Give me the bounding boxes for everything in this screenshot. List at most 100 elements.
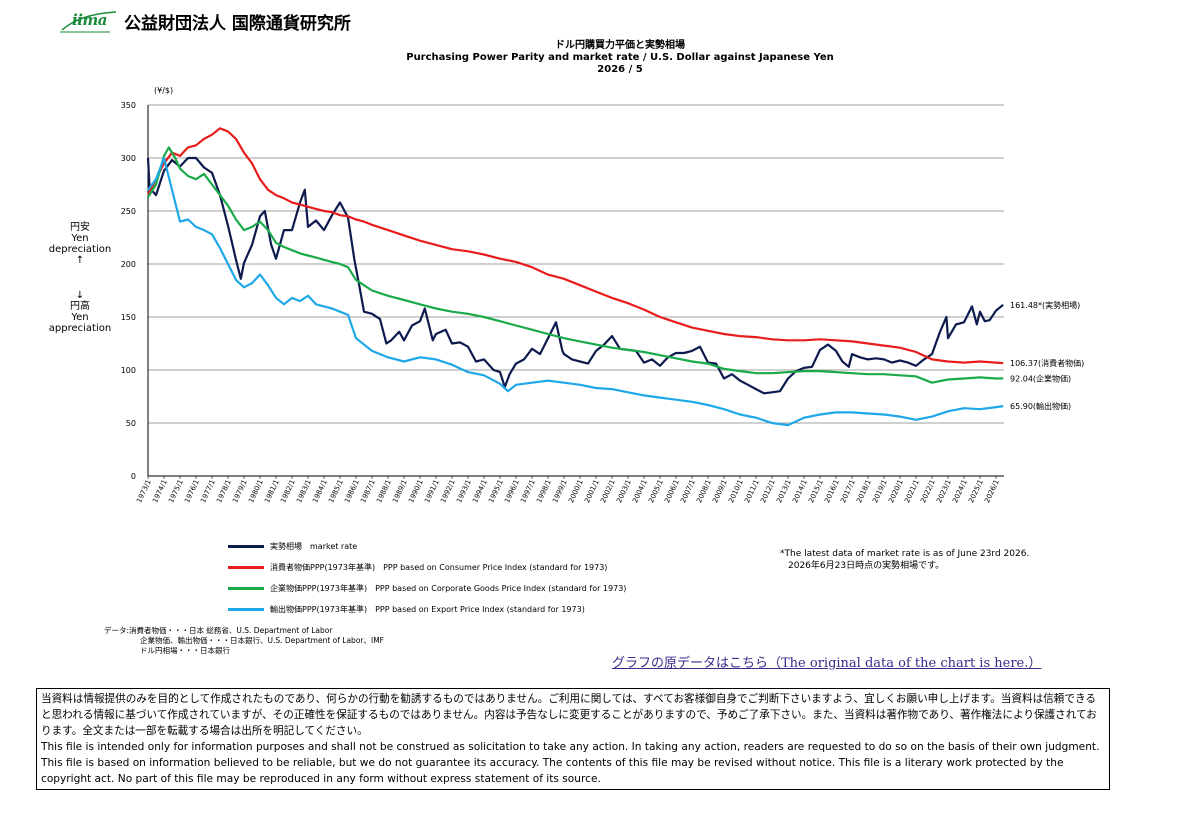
side-label-lower: ↓ 円高 Yen appreciation bbox=[48, 290, 112, 334]
y-tick-label: 100 bbox=[121, 366, 136, 375]
chart-title-jp: ドル円購買力平価と実勢相場 bbox=[555, 40, 685, 51]
y-tick-label: 250 bbox=[121, 207, 136, 216]
legend-swatch bbox=[228, 608, 264, 611]
y-tick-labels: 0 50 100 150 200 250 300 350 bbox=[121, 101, 136, 481]
x-tick-label: 1986/1 bbox=[343, 478, 361, 504]
series-line-3 bbox=[147, 156, 1004, 427]
x-tick-label: 1985/1 bbox=[327, 478, 345, 504]
x-tick-label: 1987/1 bbox=[359, 478, 377, 504]
end-labels: 161.48*(実勢相場) 106.37(消費者物価) 92.04(企業物価) 65.… bbox=[1010, 300, 1084, 411]
series-end-label: 106.37(消費者物価) bbox=[1010, 358, 1084, 368]
series-line-2 bbox=[147, 146, 1004, 384]
header: iima 公益財団法人 国際通貨研究所 bbox=[60, 6, 351, 36]
x-tick-label: 1991/1 bbox=[423, 478, 441, 504]
x-tick-label: 1979/1 bbox=[231, 478, 249, 504]
x-tick-label: 1998/1 bbox=[535, 478, 553, 504]
x-tick-label: 2007/1 bbox=[679, 478, 697, 504]
series-line-1 bbox=[147, 127, 1004, 365]
x-tick-label: 2009/1 bbox=[711, 478, 729, 504]
y-tick-label: 0 bbox=[131, 472, 136, 481]
ppp-line-chart: 0 50 100 150 200 250 300 350 1973/11974/11975/1… bbox=[121, 101, 1085, 504]
series-lines bbox=[146, 127, 1004, 427]
x-tick-label: 2024/1 bbox=[951, 478, 969, 504]
x-tick-label: 2018/1 bbox=[855, 478, 873, 504]
x-tick-label: 2004/1 bbox=[631, 478, 649, 504]
x-tick-label: 2019/1 bbox=[871, 478, 889, 504]
x-tick-label: 1992/1 bbox=[439, 478, 457, 504]
x-tick-label: 2026/1 bbox=[983, 478, 1001, 504]
x-tick-label: 1994/1 bbox=[471, 478, 489, 504]
disclaimer-en: This file is intended only for informati… bbox=[41, 741, 1100, 785]
x-tick-label: 2020/1 bbox=[887, 478, 905, 504]
x-tick-label: 1975/1 bbox=[167, 478, 185, 504]
x-tick-label: 1996/1 bbox=[503, 478, 521, 504]
legend: 実勢相場 market rate 消費者物価PPP(1973年基準) PPP bas… bbox=[228, 536, 626, 620]
series-end-label: 65.90(輸出物価) bbox=[1010, 401, 1071, 411]
iima-logo: iima bbox=[60, 8, 118, 34]
legend-item-market-rate: 実勢相場 market rate bbox=[228, 536, 626, 557]
disclaimer-box: 当資料は情報提供のみを目的として作成されたものであり、何らかの行動を勧誘するもの… bbox=[36, 688, 1110, 790]
legend-item-cpi-ppp: 消費者物価PPP(1973年基準) PPP based on Consumer P… bbox=[228, 557, 626, 578]
x-tick-label: 2012/1 bbox=[759, 478, 777, 504]
legend-item-export-ppp: 輸出物価PPP(1973年基準) PPP based on Export Pric… bbox=[228, 599, 626, 620]
x-tick-label: 1983/1 bbox=[295, 478, 313, 504]
x-tick-label: 2002/1 bbox=[599, 478, 617, 504]
y-tick-label: 300 bbox=[121, 154, 136, 163]
x-tick-label: 1977/1 bbox=[199, 478, 217, 504]
x-tick-label: 2010/1 bbox=[727, 478, 745, 504]
x-tick-label: 2006/1 bbox=[663, 478, 681, 504]
grid bbox=[147, 104, 1004, 479]
x-tick-label: 2008/1 bbox=[695, 478, 713, 504]
x-tick-label: 1993/1 bbox=[455, 478, 473, 504]
x-tick-label: 2000/1 bbox=[567, 478, 585, 504]
y-tick-label: 350 bbox=[121, 101, 136, 110]
x-tick-label: 2015/1 bbox=[807, 478, 825, 504]
series-line-0 bbox=[146, 156, 1004, 395]
legend-swatch bbox=[228, 545, 264, 548]
x-tick-label: 2014/1 bbox=[791, 478, 809, 504]
x-tick-label: 2011/1 bbox=[743, 478, 761, 504]
x-tick-label: 2022/1 bbox=[919, 478, 937, 504]
x-tick-label: 2001/1 bbox=[583, 478, 601, 504]
x-tick-label: 1974/1 bbox=[151, 478, 169, 504]
side-label-upper: 円安 Yen depreciation ↑ bbox=[48, 222, 112, 266]
y-tick-label: 150 bbox=[121, 313, 136, 322]
x-tick-label: 2003/1 bbox=[615, 478, 633, 504]
latest-data-note: *The latest data of market rate is as of… bbox=[780, 549, 1030, 571]
data-source: データ:消費者物価・・・日本 総務省、U.S. Department of La… bbox=[104, 626, 384, 655]
x-tick-label: 1999/1 bbox=[551, 478, 569, 504]
x-tick-label: 1990/1 bbox=[407, 478, 425, 504]
x-tick-label: 1976/1 bbox=[183, 478, 201, 504]
y-tick-label: 200 bbox=[121, 260, 136, 269]
legend-swatch bbox=[228, 566, 264, 569]
x-tick-label: 1981/1 bbox=[263, 478, 281, 504]
x-tick-label: 2025/1 bbox=[967, 478, 985, 504]
chart-subtitle: 2026 / 5 bbox=[597, 64, 643, 75]
x-tick-label: 2023/1 bbox=[935, 478, 953, 504]
x-tick-label: 1973/1 bbox=[135, 478, 153, 504]
legend-item-cgpi-ppp: 企業物価PPP(1973年基準) PPP based on Corporate G… bbox=[228, 578, 626, 599]
x-tick-label: 1989/1 bbox=[391, 478, 409, 504]
x-tick-label: 1980/1 bbox=[247, 478, 265, 504]
series-end-label: 92.04(企業物価) bbox=[1010, 373, 1071, 383]
x-tick-label: 2013/1 bbox=[775, 478, 793, 504]
x-tick-label: 2016/1 bbox=[823, 478, 841, 504]
series-end-label: 161.48*(実勢相場) bbox=[1010, 300, 1080, 310]
x-tick-label: 2017/1 bbox=[839, 478, 857, 504]
disclaimer-jp: 当資料は情報提供のみを目的として作成されたものであり、何らかの行動を勧誘するもの… bbox=[41, 693, 1097, 737]
x-tick-label: 1984/1 bbox=[311, 478, 329, 504]
legend-swatch bbox=[228, 587, 264, 590]
x-tick-label: 2005/1 bbox=[647, 478, 665, 504]
original-data-link[interactable]: グラフの原データはこちら（The original data of the ch… bbox=[612, 656, 1042, 671]
x-tick-labels: 1973/11974/11975/11976/11977/11978/11979… bbox=[135, 478, 1001, 504]
chart-titles: ドル円購買力平価と実勢相場 Purchasing Power Parity an… bbox=[290, 40, 950, 76]
y-axis-unit: (¥/$) bbox=[154, 86, 174, 95]
x-tick-label: 1982/1 bbox=[279, 478, 297, 504]
y-tick-label: 50 bbox=[126, 419, 136, 428]
x-tick-label: 1995/1 bbox=[487, 478, 505, 504]
x-tick-label: 1997/1 bbox=[519, 478, 537, 504]
x-tick-label: 1978/1 bbox=[215, 478, 233, 504]
org-name: 公益財団法人 国際通貨研究所 bbox=[124, 13, 351, 34]
x-tick-label: 2021/1 bbox=[903, 478, 921, 504]
x-tick-label: 1988/1 bbox=[375, 478, 393, 504]
